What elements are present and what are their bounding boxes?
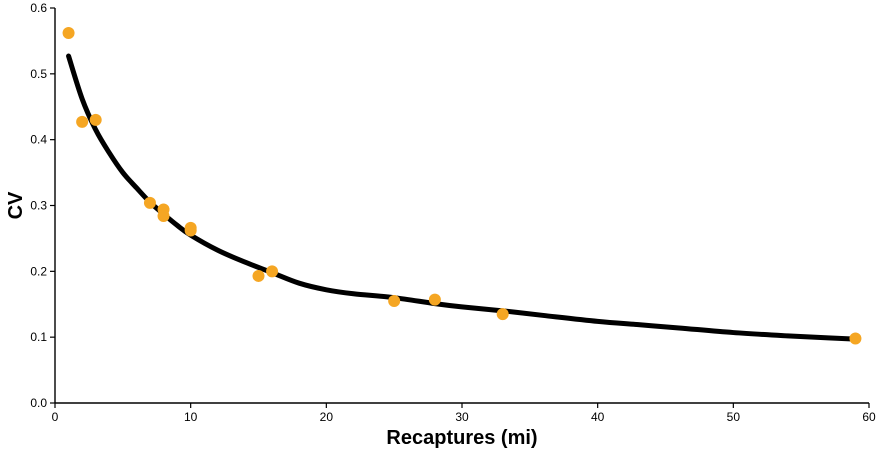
y-tick-label: 0.5: [30, 67, 47, 81]
y-tick-label: 0.1: [30, 330, 47, 344]
data-point: [143, 196, 156, 209]
y-tick-label: 0.3: [30, 199, 47, 213]
data-points: [62, 27, 862, 345]
y-tick-label: 0.2: [30, 264, 47, 278]
data-point: [428, 293, 441, 306]
y-axis-title: CV: [5, 191, 27, 219]
data-point: [266, 265, 279, 278]
data-point: [62, 27, 75, 40]
data-point: [252, 269, 265, 282]
x-tick-label: 20: [320, 410, 334, 424]
x-tick-label: 10: [184, 410, 198, 424]
axes: [54, 8, 869, 404]
data-point: [76, 115, 89, 128]
data-point: [849, 332, 862, 345]
data-point: [388, 294, 401, 307]
x-axis-title: Recaptures (mi): [386, 427, 537, 449]
fit-line: [66, 53, 858, 342]
y-axis-ticks: 0.0 0.1 0.2 0.3 0.4 0.5 0.6: [30, 1, 55, 410]
data-point: [89, 113, 102, 126]
data-point: [157, 210, 170, 223]
fit-line-group: [66, 53, 858, 342]
y-tick-label: 0.4: [30, 133, 47, 147]
x-axis-ticks: 0 10 20 30 40 50 60: [52, 403, 876, 424]
x-tick-label: 60: [862, 410, 876, 424]
data-point: [496, 308, 509, 321]
x-tick-label: 50: [727, 410, 741, 424]
x-tick-label: 30: [455, 410, 469, 424]
y-tick-label: 0.0: [30, 396, 47, 410]
x-tick-label: 0: [52, 410, 59, 424]
x-tick-label: 40: [591, 410, 605, 424]
data-point: [184, 224, 197, 237]
y-tick-label: 0.6: [30, 1, 47, 15]
